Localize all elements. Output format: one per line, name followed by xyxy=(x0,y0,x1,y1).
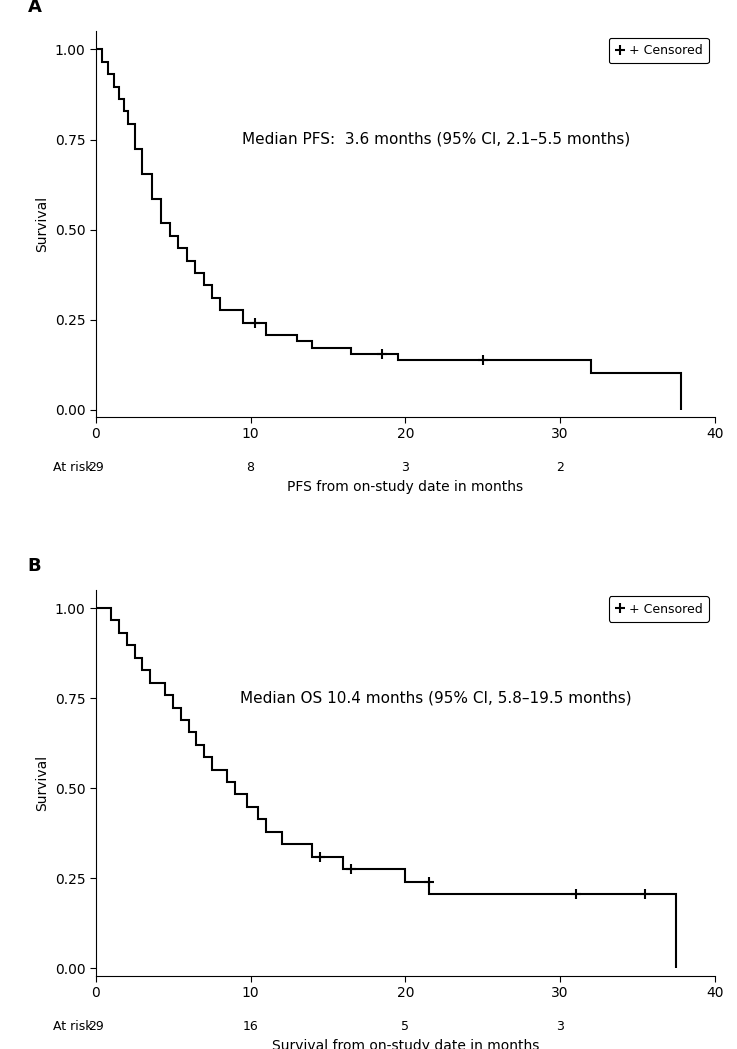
Text: At risk: At risk xyxy=(53,1020,93,1033)
Text: 8: 8 xyxy=(247,462,254,474)
Y-axis label: Survival: Survival xyxy=(35,196,49,252)
Text: 3: 3 xyxy=(556,1020,564,1033)
Text: 29: 29 xyxy=(88,1020,104,1033)
Text: 29: 29 xyxy=(88,462,104,474)
Text: Median PFS:  3.6 months (95% CI, 2.1–5.5 months): Median PFS: 3.6 months (95% CI, 2.1–5.5 … xyxy=(242,132,630,147)
Text: 3: 3 xyxy=(402,462,409,474)
Text: At risk: At risk xyxy=(53,462,93,474)
X-axis label: PFS from on-study date in months: PFS from on-study date in months xyxy=(287,480,523,494)
X-axis label: Survival from on-study date in months: Survival from on-study date in months xyxy=(272,1039,539,1049)
Y-axis label: Survival: Survival xyxy=(35,755,49,811)
Text: A: A xyxy=(28,0,41,16)
Text: 2: 2 xyxy=(556,462,564,474)
Text: 5: 5 xyxy=(402,1020,409,1033)
Text: B: B xyxy=(28,557,41,575)
Text: Median OS 10.4 months (95% CI, 5.8–19.5 months): Median OS 10.4 months (95% CI, 5.8–19.5 … xyxy=(240,690,632,706)
Legend: + Censored: + Censored xyxy=(609,597,709,622)
Legend: + Censored: + Censored xyxy=(609,38,709,63)
Text: 16: 16 xyxy=(242,1020,259,1033)
